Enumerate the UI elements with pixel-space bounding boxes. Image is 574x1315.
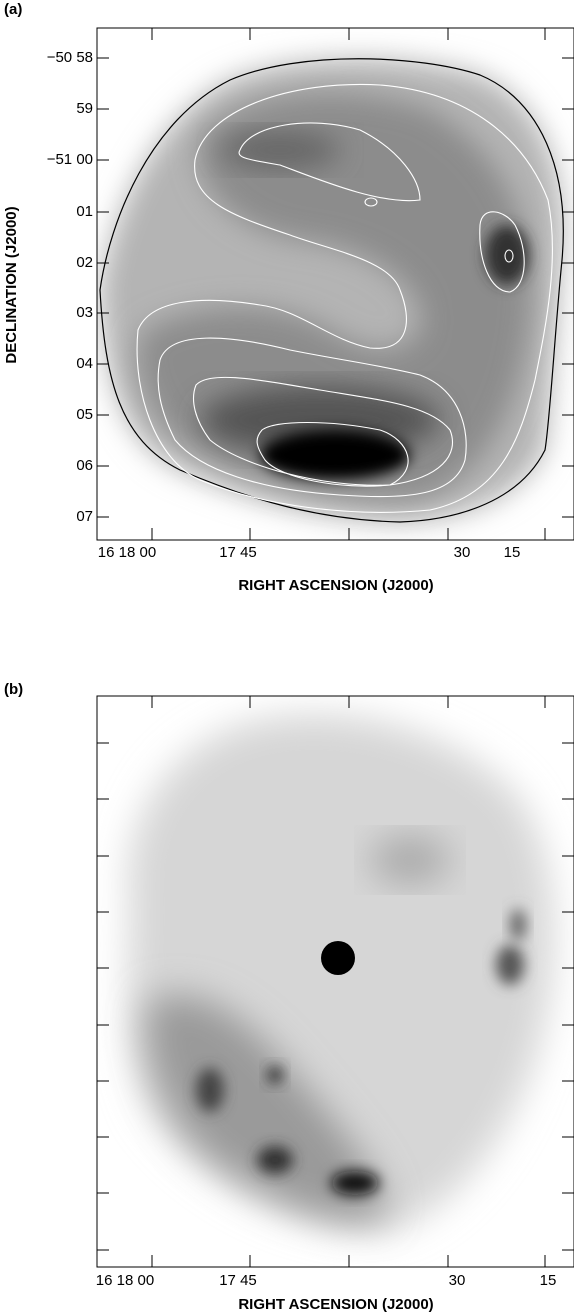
x-tick-label: 15	[540, 1272, 557, 1289]
y-tick-label: −50 58	[47, 49, 93, 66]
panel-label: (b)	[4, 681, 23, 698]
frame	[96, 695, 574, 1268]
x-tick-label: 17 45	[219, 1272, 257, 1289]
y-tick-label: 07	[76, 508, 93, 525]
y-tick-label: 59	[76, 100, 93, 117]
x-axis-title: RIGHT ASCENSION (J2000)	[238, 577, 433, 594]
x-tick-label: 30	[449, 1272, 466, 1289]
x-axis-title: RIGHT ASCENSION (J2000)	[238, 1296, 433, 1313]
panel-label: (a)	[4, 1, 22, 18]
radio-image	[99, 58, 564, 523]
y-tick-label: 03	[76, 304, 93, 321]
frame	[96, 27, 574, 541]
y-tick-label: 01	[76, 203, 93, 220]
x-tick-label: 16 18 00	[98, 544, 156, 561]
x-tick-label: 30	[454, 544, 471, 561]
x-tick-label: 15	[504, 544, 521, 561]
y-tick-label: 04	[76, 355, 93, 372]
y-tick-label: 06	[76, 457, 93, 474]
xray-image	[128, 714, 554, 1231]
x-tick-label: 16 18 00	[96, 1272, 154, 1289]
y-tick-label: −51 00	[47, 151, 93, 168]
y-tick-label: 05	[76, 406, 93, 423]
y-tick-label: 02	[76, 254, 93, 271]
x-tick-label: 17 45	[219, 544, 257, 561]
y-axis-title: DECLINATION (J2000)	[3, 206, 20, 363]
